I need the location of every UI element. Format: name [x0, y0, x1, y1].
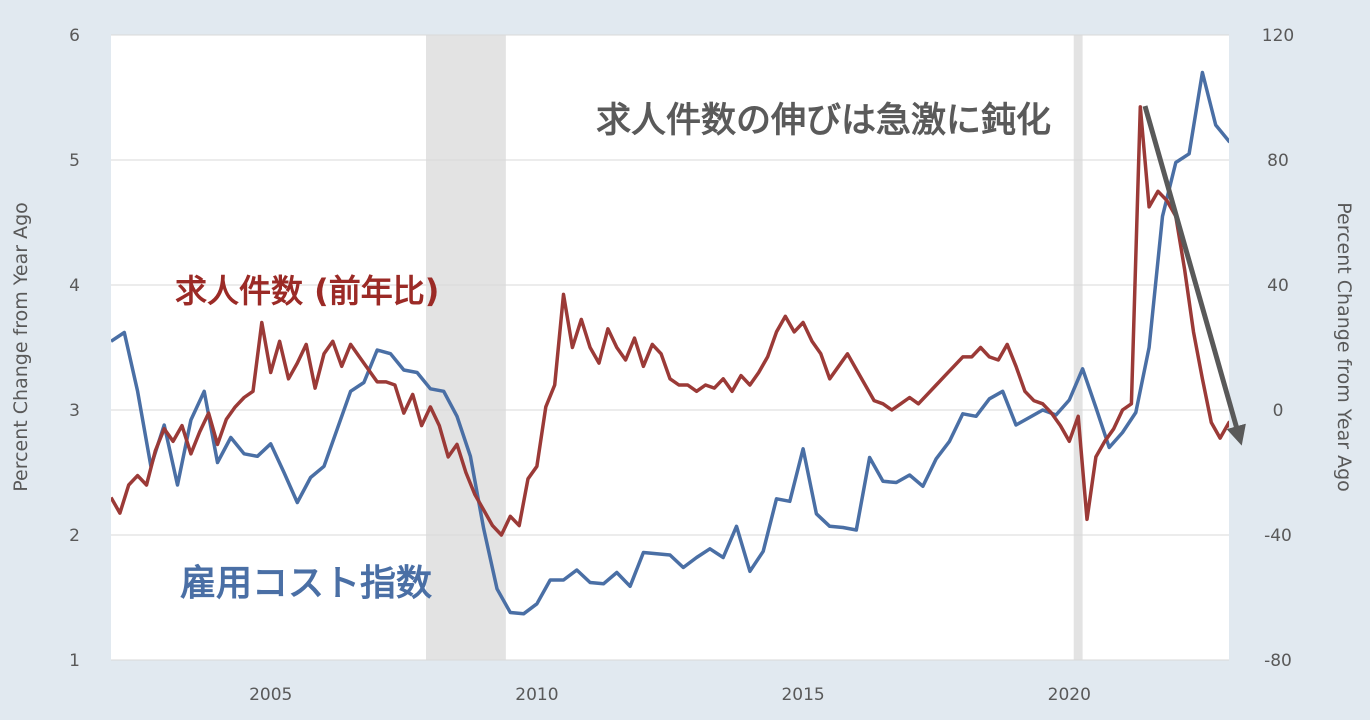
- left-tick-label: 2: [69, 526, 80, 546]
- right-axis-ticks: -80 -40 0 40 80 120: [1262, 26, 1294, 671]
- trend-arrow: [1142, 105, 1246, 446]
- job-openings-annotation: 求人件数 (前年比): [175, 272, 439, 310]
- x-tick-label: 2010: [515, 685, 558, 705]
- x-tick-label: 2015: [781, 685, 824, 705]
- left-axis-ticks: 1 2 3 4 5 6: [69, 26, 80, 671]
- eci-annotation: 雇用コスト指数: [180, 563, 432, 604]
- right-tick-label: 80: [1267, 151, 1289, 171]
- x-axis-ticks: 2005 2010 2015 2020: [249, 685, 1091, 705]
- left-tick-label: 1: [69, 651, 80, 671]
- recession-band: [425, 35, 506, 660]
- left-axis-title: Percent Change from Year Ago: [10, 202, 32, 492]
- right-tick-label: 0: [1273, 401, 1284, 421]
- right-tick-label: -80: [1264, 651, 1292, 671]
- job-openings-series-line: [111, 105, 1229, 537]
- left-tick-label: 6: [69, 26, 80, 46]
- right-tick-label: 120: [1262, 26, 1294, 46]
- left-tick-label: 5: [69, 151, 80, 171]
- recession-band: [1073, 35, 1083, 660]
- right-tick-label: -40: [1264, 526, 1292, 546]
- x-tick-label: 2005: [249, 685, 292, 705]
- left-tick-label: 4: [69, 276, 80, 296]
- gridlines: [111, 34, 1229, 661]
- x-tick-label: 2020: [1048, 685, 1091, 705]
- series-layer: [111, 70, 1229, 616]
- right-tick-label: 40: [1267, 276, 1289, 296]
- recession-shading: [425, 35, 1083, 660]
- left-tick-label: 3: [69, 401, 80, 421]
- right-axis-title: Percent Change from Year Ago: [1333, 202, 1355, 492]
- trend-annotation: 求人件数の伸びは急激に鈍化: [596, 101, 1051, 141]
